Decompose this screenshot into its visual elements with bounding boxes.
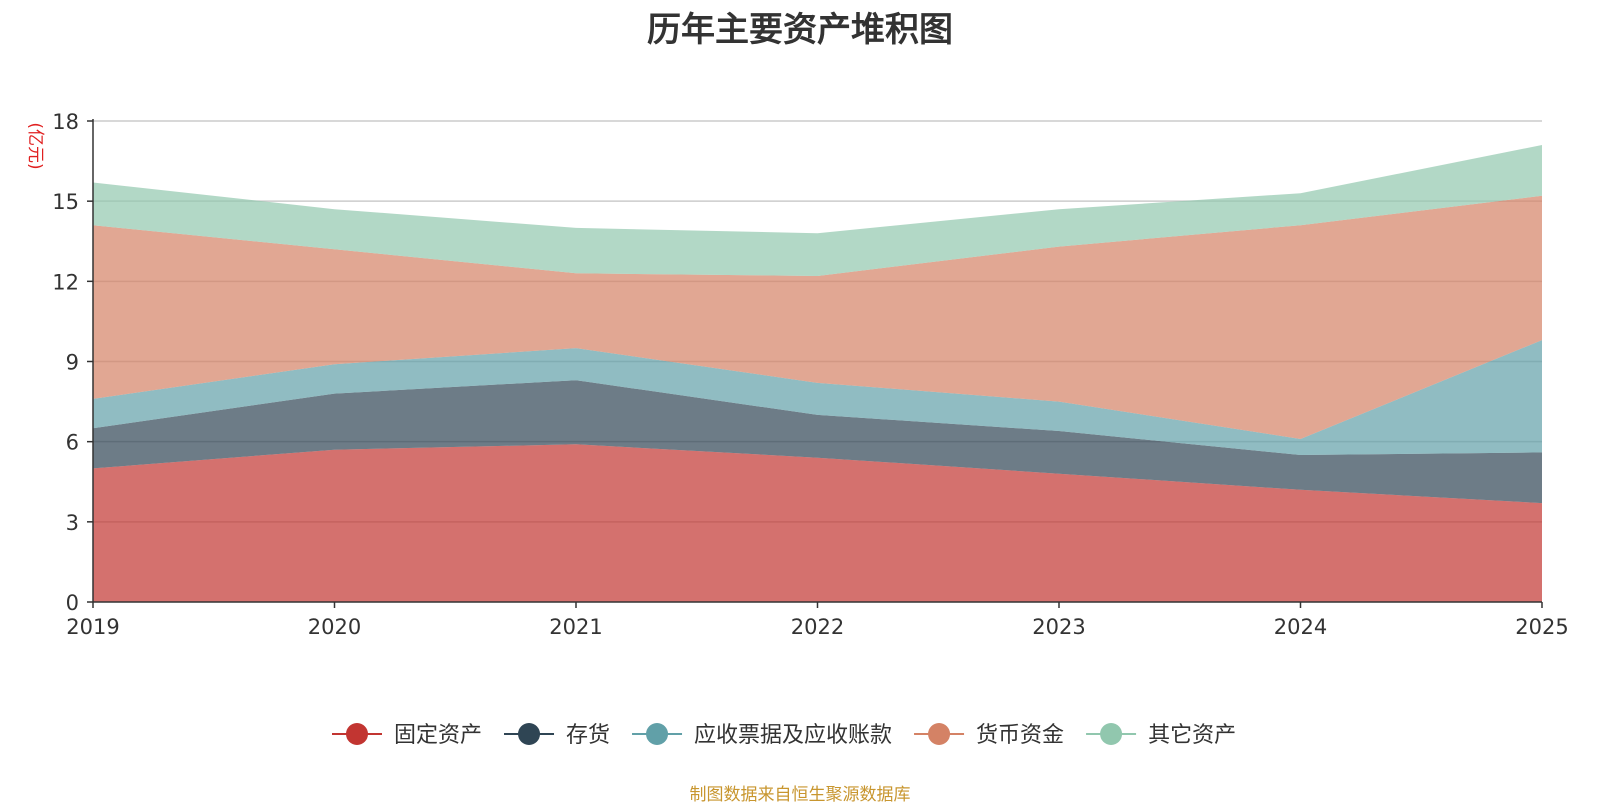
legend-item-4[interactable]: 货币资金 [914,723,1064,748]
legend-dot [518,723,541,745]
area-series-3 [93,340,1542,455]
y-tick-label: 3 [66,511,79,535]
x-tick-label: 2021 [549,615,602,639]
legend-item-3[interactable]: 应收票据及应收账款 [632,723,892,748]
axes: 0 3 6 9 12 15 18 2019 2020 2021 2022 2023 2024 2025 [52,110,1568,639]
y-tick-label: 9 [66,351,79,375]
y-tick-label: 6 [66,431,79,455]
area-series-layer [93,145,1542,602]
y-tick-label: 12 [52,270,79,294]
area-series-2 [93,380,1542,504]
y-tick-label: 18 [52,110,79,134]
legend-dot [1100,723,1123,745]
legend: 固定资产 存货 应收票据及应收账款 货币资金 其它资产 [332,723,1236,748]
legend-dot [346,723,368,745]
source-note: 制图数据来自恒生聚源数据库 [689,785,911,805]
chart-title: 历年主要资产堆积图 [647,10,953,50]
x-tick-label: 2020 [308,615,361,639]
legend-label: 固定资产 [394,723,482,748]
x-tick-label: 2023 [1032,615,1085,639]
x-tick-label: 2025 [1515,615,1568,639]
legend-label: 应收票据及应收账款 [694,723,892,748]
area-series-5 [93,145,1542,276]
y-tick-label: 0 [66,591,79,615]
x-tick-label: 2019 [66,615,119,639]
legend-item-1[interactable]: 固定资产 [332,723,482,748]
legend-label: 货币资金 [976,723,1064,748]
legend-item-2[interactable]: 存货 [504,723,610,748]
x-tick-label: 2024 [1274,615,1327,639]
legend-item-5[interactable]: 其它资产 [1086,723,1236,748]
area-series-1 [93,444,1542,602]
x-tick-label: 2022 [791,615,844,639]
y-tick-label: 15 [52,190,79,214]
legend-dot [646,723,669,745]
legend-label: 其它资产 [1148,723,1236,748]
legend-dot [928,723,951,745]
area-series-4 [93,195,1542,439]
legend-label: 存货 [566,723,610,748]
y-axis-unit-label: (亿元) [25,122,45,169]
